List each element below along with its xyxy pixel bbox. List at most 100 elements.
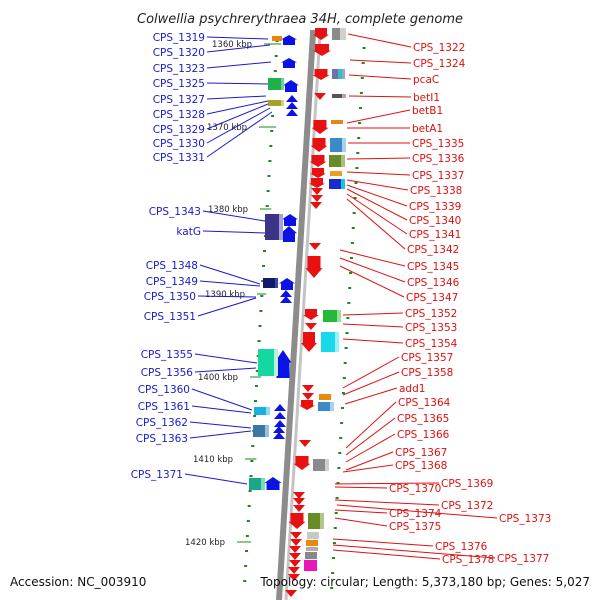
reverse-gene-arrow xyxy=(285,590,297,597)
gene-domain-box xyxy=(266,407,270,415)
gene-label-left: CPS_1328 xyxy=(153,109,205,121)
gene-label-right: betB1 xyxy=(412,105,443,117)
gene-domain-box xyxy=(320,513,324,529)
reverse-gene-arrow xyxy=(305,256,323,278)
tick-mark-right xyxy=(359,107,362,109)
gene-label-right: CPS_1353 xyxy=(405,322,457,334)
tick-mark-left xyxy=(271,115,275,117)
gene-label-right: CPS_1340 xyxy=(409,215,461,227)
gene-label-right: CPS_1346 xyxy=(407,277,460,289)
gene-domain-box xyxy=(263,278,275,288)
gene-label-right: CPS_1372 xyxy=(441,500,493,512)
tick-mark-left xyxy=(262,265,266,267)
gene-label-left: CPS_1351 xyxy=(144,311,196,323)
gene-domain-box xyxy=(335,332,339,352)
gene-domain-box xyxy=(265,214,279,240)
kbp-label: 1410 kbp xyxy=(193,455,233,465)
tick-mark-left xyxy=(260,295,264,297)
forward-gene-arrow xyxy=(264,477,282,490)
gene-features xyxy=(249,28,346,597)
leader-line-right xyxy=(345,401,397,449)
kbp-label: 1370 kbp xyxy=(207,123,247,133)
gene-domain-box xyxy=(342,69,345,79)
gene-label-right: CPS_1366 xyxy=(397,429,450,441)
gene-label-right: CPS_1341 xyxy=(409,229,461,241)
reverse-gene-arrow xyxy=(313,28,329,40)
reverse-gene-arrow xyxy=(310,138,328,152)
leader-line-right xyxy=(342,464,394,473)
leader-line-right xyxy=(342,312,404,316)
gene-domain-box xyxy=(261,478,265,490)
leader-line-right xyxy=(334,517,388,527)
gene-label-left: CPS_1323 xyxy=(153,63,205,75)
gene-domain-box xyxy=(318,402,330,411)
reverse-gene-arrow xyxy=(299,440,311,447)
gene-label-right: CPS_1336 xyxy=(412,153,465,165)
tick-mark-left xyxy=(249,475,253,477)
tick-mark-right xyxy=(361,62,365,64)
reverse-gene-arrow xyxy=(310,168,326,178)
leader-line-left xyxy=(199,280,261,287)
leader-line-right xyxy=(339,257,406,283)
accession-text: Accession: NC_003910 xyxy=(10,575,146,589)
tick-mark-right xyxy=(352,212,356,214)
tick-mark-left xyxy=(255,370,259,372)
gene-domain-box xyxy=(331,120,343,124)
gene-domain-box xyxy=(254,407,266,415)
tick-mark-left xyxy=(274,55,278,57)
tick-mark-left xyxy=(250,460,254,462)
tick-mark-right xyxy=(330,587,334,589)
tick-mark-right xyxy=(341,392,345,394)
gene-label-right: CPS_1337 xyxy=(412,170,464,182)
gene-domain-box xyxy=(307,532,319,539)
reverse-gene-arrow xyxy=(305,323,317,330)
leader-line-right xyxy=(342,371,400,396)
leader-line-left xyxy=(206,44,271,53)
gene-label-left: CPS_1329 xyxy=(153,124,205,136)
tick-mark-right xyxy=(338,452,342,454)
tick-mark-right xyxy=(354,182,358,184)
tick-mark-right xyxy=(334,512,338,514)
gene-domain-box xyxy=(329,155,341,167)
gene-label-left: CPS_1361 xyxy=(138,401,190,413)
gene-label-right: CPS_1338 xyxy=(410,185,462,197)
gene-label-right: CPS_1369 xyxy=(441,478,493,490)
leader-line-left xyxy=(189,430,252,439)
leader-line-right xyxy=(345,451,394,471)
tick-mark-left xyxy=(251,445,255,447)
gene-label-right: pcaC xyxy=(413,74,439,86)
reverse-gene-arrow xyxy=(289,560,301,567)
forward-gene-arrow xyxy=(274,420,286,427)
tick-mark-right xyxy=(337,467,341,469)
gene-domain-box xyxy=(319,394,331,400)
tick-mark-left xyxy=(254,385,258,387)
gene-domain-box xyxy=(332,69,338,79)
gene-domain-box xyxy=(272,36,282,41)
gene-domain-box xyxy=(279,214,283,240)
forward-gene-arrow xyxy=(283,80,299,92)
gene-domain-box xyxy=(281,78,284,90)
leader-line-right xyxy=(339,265,405,298)
tick-mark-left xyxy=(244,565,248,567)
forward-gene-arrow xyxy=(280,290,292,297)
reverse-gene-arrow xyxy=(302,393,314,400)
leader-line-right xyxy=(346,188,408,221)
leader-line-left xyxy=(194,367,257,373)
tick-mark-left xyxy=(248,490,252,492)
leader-line-right xyxy=(342,323,404,328)
gene-label-right: CPS_1367 xyxy=(395,447,447,459)
kbp-scale-labels: 1360 kbp 1370 kbp 1380 kbp 1390 kbp 1400 kbp… xyxy=(185,40,282,548)
forward-gene-arrow xyxy=(274,350,292,378)
leader-line-right xyxy=(336,504,498,519)
gene-label-left: CPS_1331 xyxy=(153,152,205,164)
tick-mark-right xyxy=(346,317,350,319)
leader-line-right xyxy=(346,171,411,176)
reverse-gene-arrow xyxy=(293,492,305,499)
tick-mark-right xyxy=(335,497,339,499)
gene-label-left: CPS_1348 xyxy=(146,260,198,272)
reverse-gene-arrow xyxy=(309,243,321,250)
leader-line-left xyxy=(206,103,269,130)
gene-label-right: CPS_1342 xyxy=(407,244,459,256)
leader-line-left xyxy=(206,36,269,40)
tick-mark-right xyxy=(350,257,353,259)
